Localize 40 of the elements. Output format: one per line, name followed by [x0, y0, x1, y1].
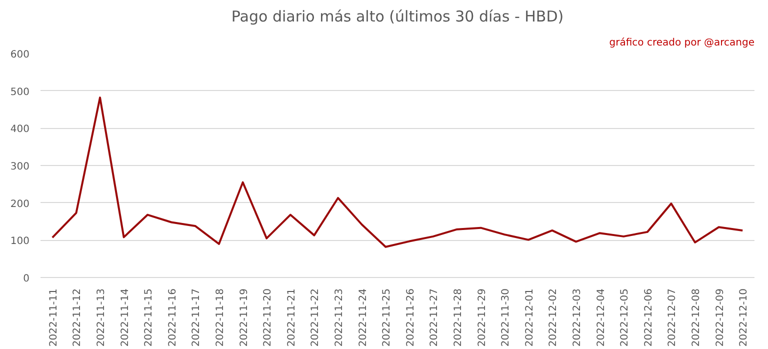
x-tick-label: 2022-11-19: [238, 288, 250, 347]
x-tick-label: 2022-11-25: [382, 288, 393, 347]
x-tick-label: 2022-12-07: [667, 288, 678, 347]
x-tick-label: 2022-11-12: [72, 288, 84, 347]
x-tick-label: 2022-12-09: [714, 288, 726, 347]
line-series: [51, 96, 744, 248]
x-tick-label: 2022-12-04: [596, 288, 607, 347]
x-tick-label: 2022-12-05: [620, 288, 631, 347]
x-tick-label: 2022-11-17: [191, 288, 202, 347]
x-tick-label: 2022-11-28: [453, 288, 464, 347]
chart-title: Pago diario más alto (últimos 30 días - HBD): [231, 8, 564, 26]
x-tick-label: 2022-11-11: [48, 288, 60, 347]
y-tick-label: 500: [10, 86, 30, 98]
x-tick-label: 2022-11-13: [96, 288, 107, 347]
x-tick-label: 2022-12-03: [572, 288, 583, 347]
x-tick-label: 2022-11-24: [358, 288, 369, 347]
y-tick-label: 400: [10, 124, 30, 136]
y-tick-label: 100: [10, 236, 30, 248]
x-tick-label: 2022-11-27: [429, 288, 440, 347]
x-tick-label: 2022-11-23: [334, 288, 345, 347]
y-tick-label: 0: [23, 274, 30, 284]
x-tick-label: 2022-12-01: [524, 288, 536, 347]
x-tick-label: 2022-11-20: [262, 288, 274, 347]
y-tick-label: 600: [10, 50, 30, 60]
x-tick-label: 2022-11-26: [405, 288, 416, 347]
x-tick-label: 2022-12-08: [691, 288, 702, 347]
text: gráfico creado por @arcange: [609, 38, 754, 48]
x-tick-label: 2022-12-06: [643, 288, 654, 347]
x-tick-label: 2022-11-29: [476, 288, 488, 347]
x-tick-label: 2022-11-30: [500, 288, 512, 347]
x-tick-label: 2022-12-10: [738, 288, 750, 347]
x-tick-label: 2022-11-15: [144, 288, 155, 347]
x-tick-label: 2022-11-18: [215, 288, 226, 347]
x-tick-label: 2022-11-16: [167, 288, 178, 347]
x-tick-label: 2022-12-02: [548, 288, 560, 347]
y-tick-label: 200: [10, 198, 30, 210]
x-tick-label: 2022-11-22: [310, 288, 322, 347]
y-tick-label: 300: [10, 162, 30, 172]
x-tick-label: 2022-11-14: [120, 288, 131, 347]
x-tick-label: 2022-11-21: [286, 288, 298, 347]
